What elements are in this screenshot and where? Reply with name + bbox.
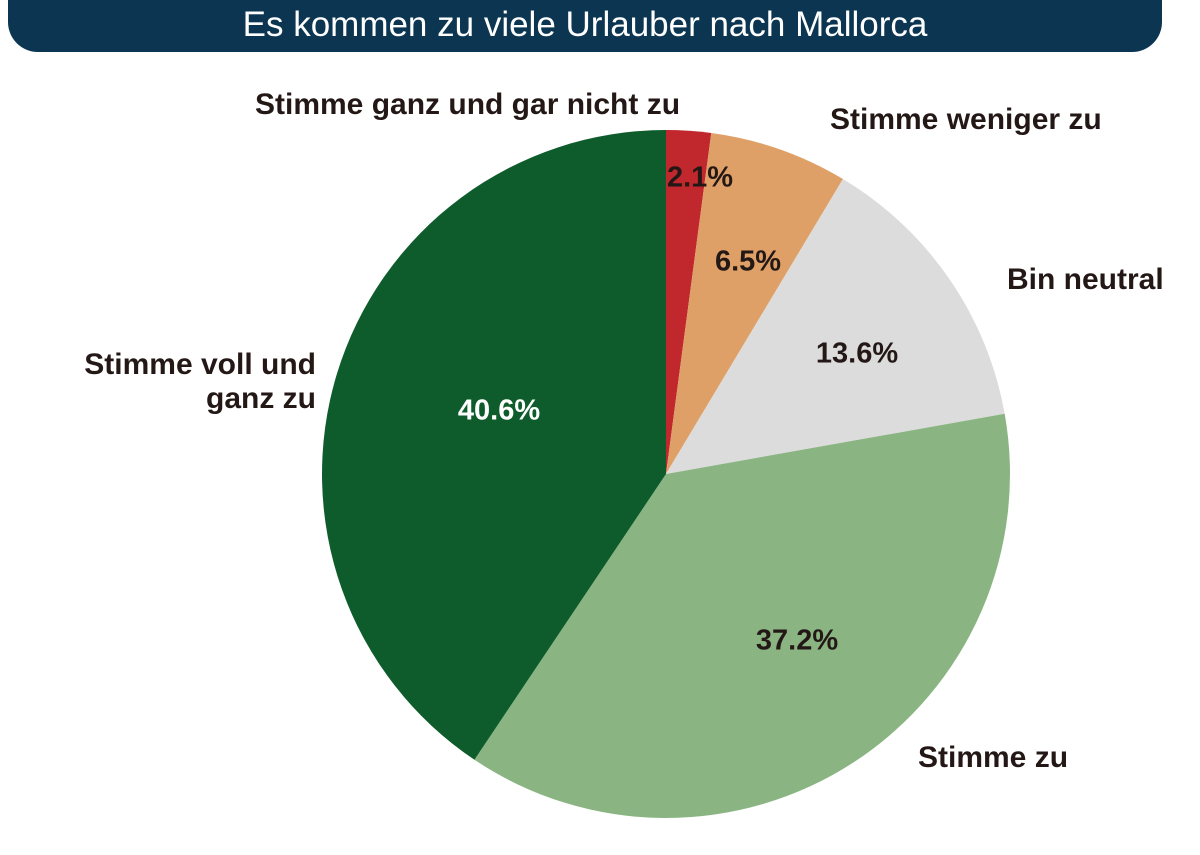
pie-slice-0	[666, 130, 712, 474]
slice-label-4-line-1: Stimme voll und	[84, 348, 316, 381]
pie-slice-1	[666, 132, 843, 474]
title-bar: Es kommen zu viele Urlauber nach Mallorc…	[8, 0, 1162, 52]
slice-label-4-line-2: ganz zu	[206, 382, 316, 415]
slice-label-4: Stimme voll und ganz zu	[84, 348, 316, 416]
slice-label-2: Bin neutral	[1007, 263, 1164, 296]
value-label-0: 2.1%	[666, 161, 734, 194]
value-label-3: 37.2%	[755, 624, 839, 657]
slice-label-3: Stimme zu	[918, 741, 1069, 774]
value-label-4: 40.6%	[457, 394, 541, 427]
pie-slice-3	[474, 413, 1011, 818]
value-label-2: 13.6%	[815, 337, 899, 370]
pie-slice-4	[322, 130, 666, 760]
value-label-1: 6.5%	[714, 245, 782, 278]
slice-label-0: Stimme ganz und gar nicht zu	[255, 88, 681, 121]
pie-slice-2	[666, 179, 1005, 474]
chart-title: Es kommen zu viele Urlauber nach Mallorc…	[242, 5, 928, 44]
slice-label-1: Stimme weniger zu	[830, 103, 1102, 136]
